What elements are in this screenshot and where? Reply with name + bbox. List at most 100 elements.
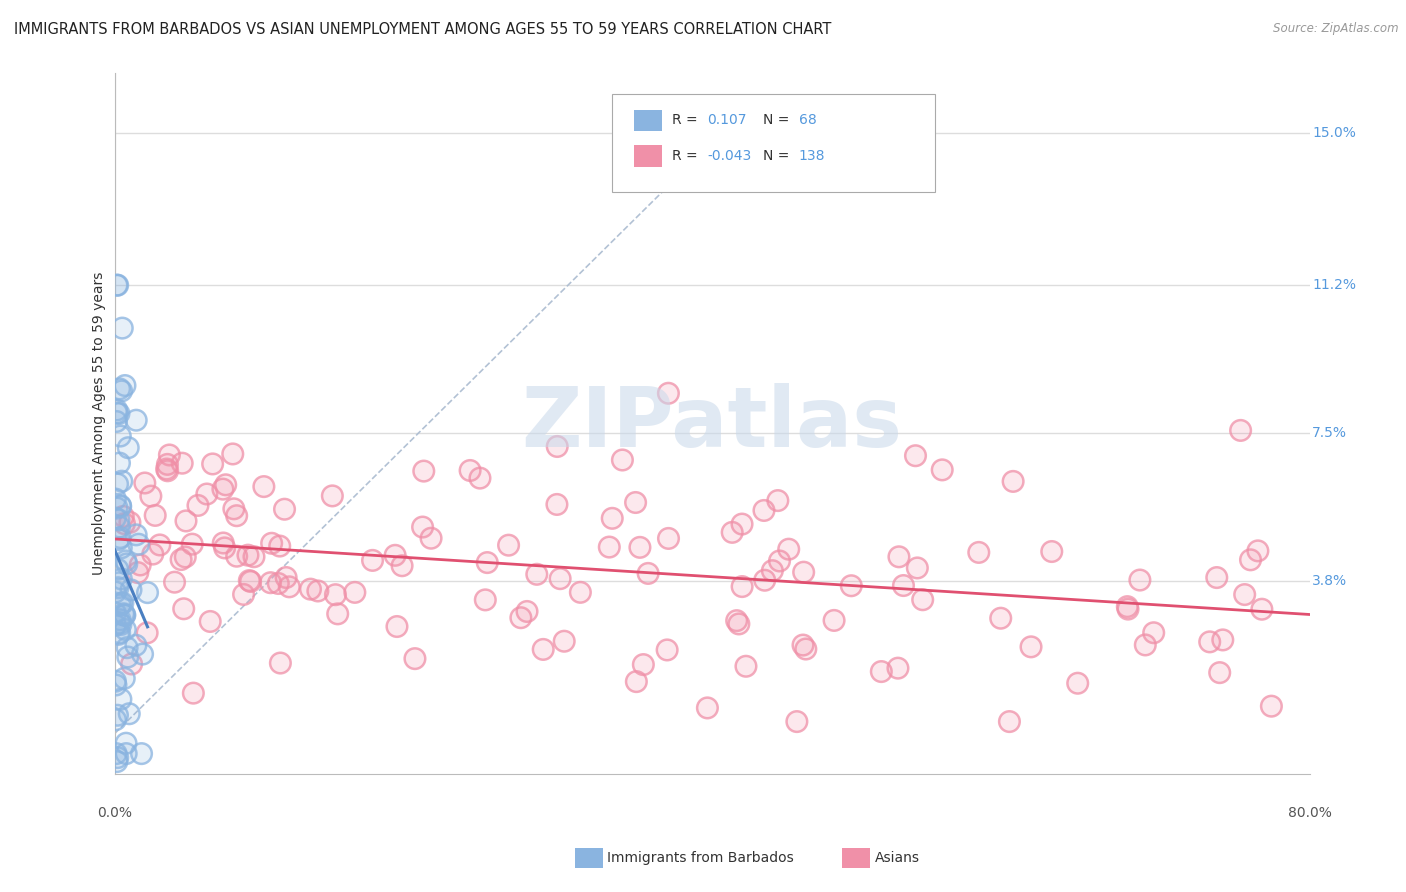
Point [107,477,129,491]
Point [731,517,754,532]
Point [163,575,186,590]
Point [253,480,276,494]
Point [112,607,135,621]
Point [626,674,648,689]
Point [569,585,592,599]
Point [904,449,927,463]
Point [104,674,127,689]
Point [107,575,129,590]
Point [1135,638,1157,652]
Point [108,615,131,630]
Point [115,736,138,750]
Point [548,572,571,586]
Point [110,541,132,555]
Point [998,714,1021,729]
Point [1205,570,1227,584]
Point [752,503,775,517]
Point [267,576,290,591]
Point [278,580,301,594]
Point [107,575,129,590]
Point [624,495,647,509]
Point [768,554,790,568]
Point [633,657,655,672]
Point [114,608,136,623]
Point [657,386,679,401]
Point [118,706,141,721]
Point [232,587,254,601]
Point [112,509,135,524]
Point [1205,570,1227,584]
Point [239,574,262,589]
Point [766,493,789,508]
Point [794,642,817,657]
Point [793,565,815,579]
Point [754,573,776,587]
Point [156,458,179,472]
Point [107,708,129,723]
Point [174,514,197,528]
Point [1198,635,1220,649]
Point [325,588,347,602]
Point [1143,625,1166,640]
Point [108,407,131,421]
Point [1040,544,1063,558]
Point [170,552,193,566]
Point [108,456,131,470]
Point [108,382,131,396]
Point [326,607,349,621]
Point [104,585,127,599]
Point [343,585,366,599]
Point [1260,699,1282,714]
Point [115,640,138,655]
Point [156,458,179,472]
Point [498,538,520,552]
Point [107,278,129,293]
Point [498,538,520,552]
Point [136,585,159,599]
Point [793,565,815,579]
Point [225,508,247,523]
Point [157,448,180,462]
Point [181,537,204,551]
Point [637,566,659,581]
Point [107,627,129,641]
Point [225,508,247,523]
Point [111,596,134,610]
Point [1002,475,1025,489]
Point [104,511,127,525]
Point [792,638,814,652]
Point [657,386,679,401]
Point [792,638,814,652]
Point [105,747,128,761]
Point [1116,602,1139,616]
Point [173,601,195,615]
Point [1260,699,1282,714]
Point [114,516,136,531]
Point [110,500,132,514]
Point [112,671,135,685]
Point [1135,638,1157,652]
Point [1129,573,1152,587]
Point [118,516,141,530]
Point [412,464,434,478]
Point [321,489,343,503]
Point [107,750,129,764]
Point [259,575,281,590]
Point [731,580,754,594]
Point [105,755,128,769]
Point [786,714,808,729]
Point [612,453,634,467]
Point [1067,676,1090,690]
Point [509,610,531,624]
Point [384,549,406,563]
Point [172,456,194,470]
Point [998,714,1021,729]
Point [728,616,751,631]
Point [225,549,247,564]
Point [110,617,132,632]
Point [105,403,128,417]
Point [325,588,347,602]
Point [107,581,129,595]
Point [136,625,159,640]
Point [728,616,751,631]
